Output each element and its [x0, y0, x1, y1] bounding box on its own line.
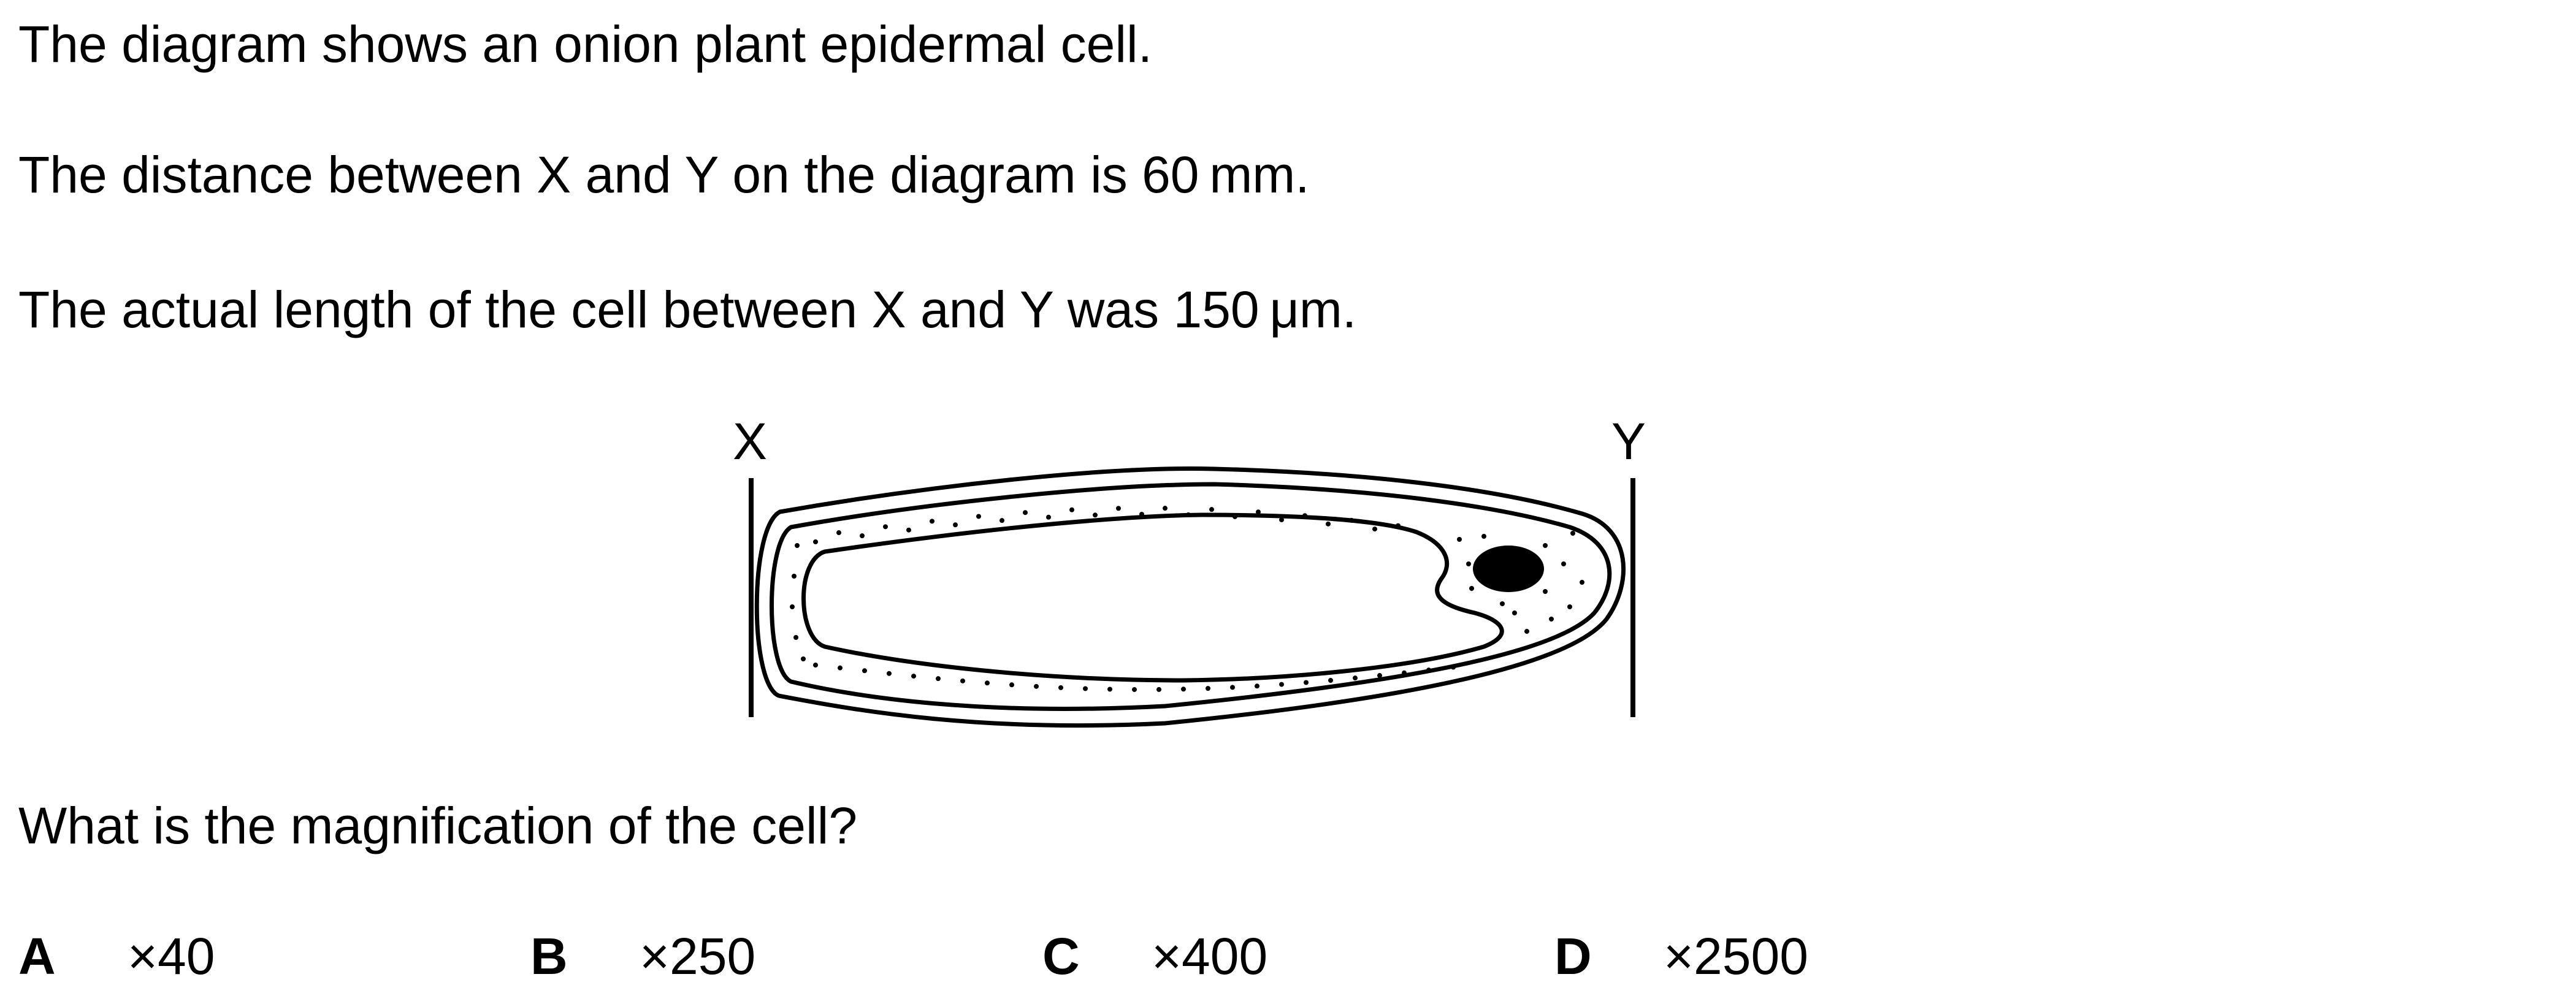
cytoplasm-dot [1034, 683, 1039, 689]
cytoplasm-dot [1069, 507, 1074, 512]
cytoplasm-dot [1377, 673, 1382, 679]
nucleus [1473, 546, 1544, 592]
cytoplasm-dot [801, 656, 806, 661]
cytoplasm-dots [790, 506, 1584, 692]
option-value: ×250 [640, 927, 756, 985]
cytoplasm-dot [1353, 675, 1358, 681]
cytoplasm-dot [1304, 680, 1309, 685]
cytoplasm-dot [1163, 506, 1168, 511]
cytoplasm-dot [1186, 512, 1191, 517]
actual-length-text: The actual length of the cell between X … [18, 281, 1357, 338]
cytoplasm-dot [862, 668, 867, 674]
cytoplasm-dot [1402, 670, 1407, 675]
cytoplasm-dot [1181, 686, 1186, 692]
cytoplasm-dot [813, 663, 818, 667]
cytoplasm-dot [1549, 617, 1554, 622]
option-value: ×2500 [1664, 927, 1808, 985]
cytoplasm-dot [1058, 685, 1063, 690]
cytoplasm-dot [911, 674, 916, 679]
cytoplasm-dot [1543, 589, 1548, 594]
cytoplasm-dot [976, 514, 981, 519]
cytoplasm-dot [1500, 601, 1505, 606]
cytoplasm-dot [1580, 580, 1584, 585]
cytoplasm-dot [1567, 604, 1572, 609]
cytoplasm-dot [860, 533, 865, 539]
option-letter: C [1042, 927, 1080, 985]
cytoplasm-dot [1302, 513, 1307, 519]
label-y: Y [1611, 413, 1646, 470]
cytoplasm-dot [1139, 512, 1144, 517]
cytoplasm-dot [1372, 527, 1377, 532]
cytoplasm-dot [1132, 686, 1137, 692]
cytoplasm-dot [1279, 517, 1284, 523]
cytoplasm-dot [1451, 664, 1456, 670]
cytoplasm-dot [1116, 506, 1121, 511]
option-c[interactable]: C ×400 [1042, 930, 1267, 982]
cytoplasm-dot [836, 530, 841, 536]
cytoplasm-dot [1524, 629, 1529, 634]
cytoplasm-dot [887, 671, 892, 676]
option-a[interactable]: A ×40 [18, 930, 215, 982]
cytoplasm-dot [795, 543, 800, 548]
cytoplasm-dot [792, 574, 797, 579]
option-b[interactable]: B ×250 [530, 930, 755, 982]
cytoplasm-dot [1255, 683, 1259, 689]
cytoplasm-dot [1156, 686, 1161, 692]
cytoplasm-dot [1093, 512, 1098, 518]
option-value: ×40 [128, 927, 215, 985]
distance-text: The distance between X and Y on the diag… [18, 146, 1310, 203]
cytoplasm-dot [1543, 543, 1548, 548]
option-value: ×400 [1152, 927, 1268, 985]
cytoplasm-dot [790, 604, 795, 609]
cytoplasm-dot [1279, 682, 1284, 687]
cytoplasm-dot [1046, 514, 1051, 520]
cytoplasm-dot [1083, 686, 1088, 691]
cytoplasm-dot [1457, 537, 1462, 542]
cytoplasm-dot [813, 539, 818, 544]
cytoplasm-dot [1230, 685, 1235, 690]
cytoplasm-dot [883, 524, 888, 530]
cytoplasm-dot [1469, 586, 1474, 591]
cytoplasm-dot [936, 676, 941, 682]
option-letter: D [1554, 927, 1592, 985]
vacuole [801, 512, 1504, 683]
label-x: X [733, 413, 768, 470]
cell-wall-outer [754, 466, 1626, 728]
cytoplasm-dot [1326, 521, 1331, 527]
cytoplasm-dot [999, 518, 1004, 523]
cytoplasm-dot [1023, 510, 1028, 515]
option-letter: A [18, 927, 56, 985]
onion-cell-diagram [749, 466, 1635, 728]
intro-text: The diagram shows an onion plant epiderm… [18, 15, 1153, 73]
option-d[interactable]: D ×2500 [1554, 930, 1808, 982]
cytoplasm-dot [1009, 682, 1014, 688]
question-prompt: What is the magnification of the cell? [18, 797, 858, 854]
cytoplasm-dot [1206, 686, 1210, 691]
cytoplasm-dot [1209, 507, 1214, 512]
cytoplasm-dot [1426, 667, 1431, 673]
cytoplasm-dot [906, 527, 911, 533]
cytoplasm-dot [1512, 610, 1517, 615]
cytoplasm-dot [1570, 531, 1575, 536]
cytoplasm-dot [1466, 561, 1471, 566]
cell-wall-inner [770, 482, 1612, 711]
cytoplasm-dot [1396, 523, 1401, 528]
cytoplasm-dot [1107, 686, 1112, 692]
cytoplasm-dot [1561, 561, 1566, 566]
cytoplasm-dot [1349, 517, 1354, 523]
option-letter: B [530, 927, 568, 985]
cytoplasm-dot [930, 519, 934, 524]
cytoplasm-dot [953, 522, 958, 528]
cytoplasm-dot [985, 680, 990, 686]
cytoplasm-dot [960, 678, 965, 683]
cytoplasm-dot [1481, 534, 1486, 539]
cytoplasm-dot [793, 635, 798, 640]
cytoplasm-dot [1233, 514, 1237, 519]
cytoplasm-dot [1256, 509, 1261, 515]
cytoplasm-dot [1328, 678, 1333, 683]
cytoplasm-dot [838, 665, 843, 671]
